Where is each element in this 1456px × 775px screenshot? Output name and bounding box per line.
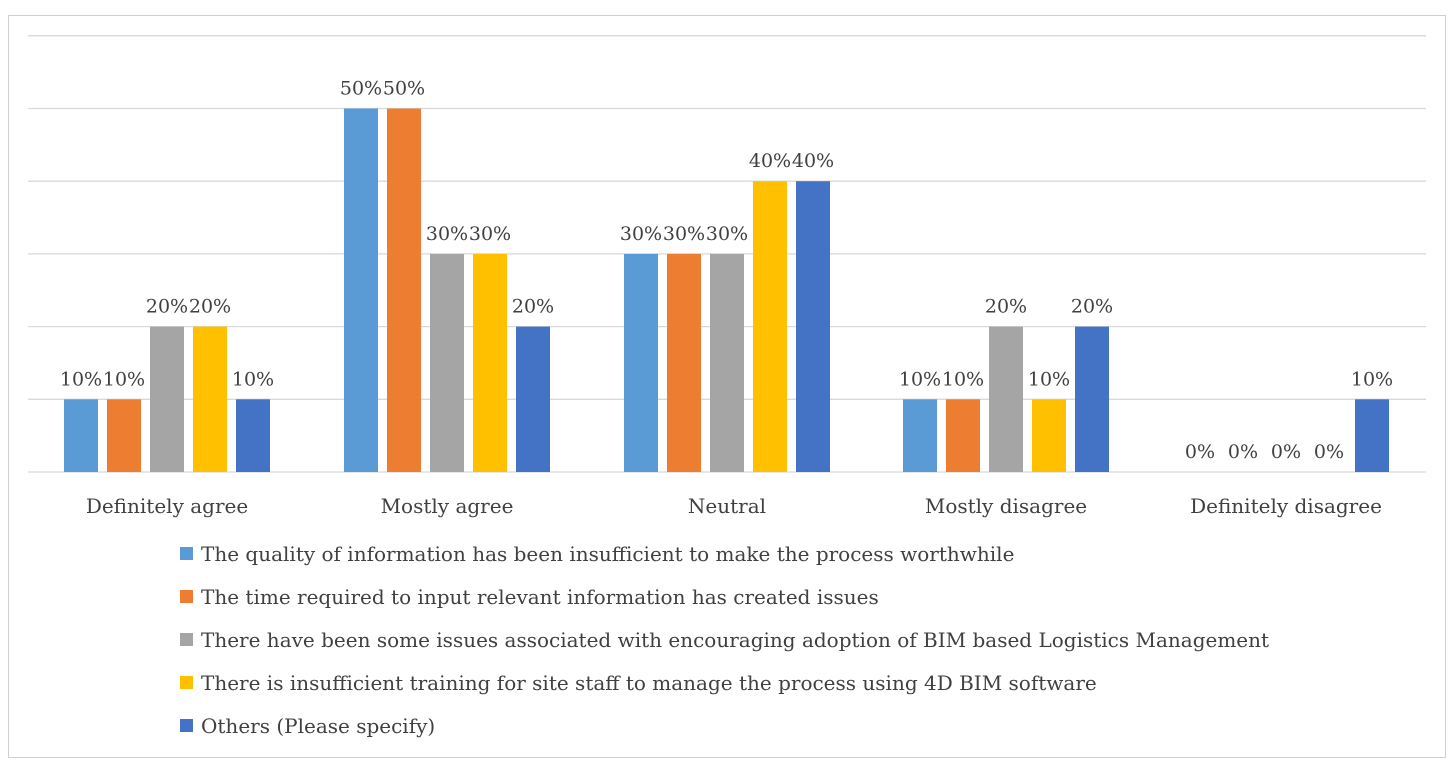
bar (344, 108, 378, 472)
data-label: 30% (469, 223, 511, 245)
bar (64, 399, 98, 472)
category-label: Definitely agree (86, 494, 248, 518)
data-label: 20% (1071, 296, 1113, 318)
bar (430, 253, 464, 472)
bar (624, 253, 658, 472)
category-label: Definitely disagree (1190, 494, 1382, 518)
data-label: 10% (942, 368, 984, 390)
bar (150, 326, 184, 472)
bar (753, 181, 787, 472)
bar (1355, 399, 1389, 472)
legend-label: Others (Please specify) (201, 714, 435, 738)
bar (473, 253, 507, 472)
category-label: Mostly agree (381, 494, 514, 518)
bar (667, 253, 701, 472)
bar (516, 326, 550, 472)
bar (236, 399, 270, 472)
data-label: 20% (512, 296, 554, 318)
data-label: 30% (426, 223, 468, 245)
category-label: Mostly disagree (925, 494, 1087, 518)
legend-swatch (180, 676, 193, 689)
data-label: 10% (1351, 368, 1393, 390)
data-label: 10% (232, 368, 274, 390)
data-label: 0% (1271, 441, 1301, 463)
category-label: Neutral (688, 494, 766, 518)
bar (1075, 326, 1109, 472)
legend-swatch (180, 590, 193, 603)
data-label: 40% (749, 150, 791, 172)
legend-swatch (180, 633, 193, 646)
data-label: 20% (985, 296, 1027, 318)
data-label: 30% (663, 223, 705, 245)
data-labels: 10% 10%20% 20%10%50% 50%30% 30%20%30% 30% 30%4… (60, 78, 1393, 464)
bars (64, 108, 1389, 472)
data-label: 30% (620, 223, 662, 245)
bar (1032, 399, 1066, 472)
data-label: 10% (60, 368, 102, 390)
legend-label: The time required to input relevant info… (201, 585, 879, 609)
legend-label: The quality of information has been insu… (201, 542, 1014, 566)
data-label: 10% (103, 368, 145, 390)
data-label: 50% (340, 78, 382, 100)
data-label: 40% (792, 150, 834, 172)
bar (107, 399, 141, 472)
bar (946, 399, 980, 472)
legend-label: There is insufficient training for site … (201, 671, 1097, 695)
bar (989, 326, 1023, 472)
data-label: 0% (1228, 441, 1258, 463)
legend-label: There have been some issues associated w… (201, 628, 1269, 652)
data-label: 0% (1314, 441, 1344, 463)
bar (796, 181, 830, 472)
bar (903, 399, 937, 472)
legend: The quality of information has been insu… (180, 542, 1269, 738)
bar (387, 108, 421, 472)
bar (710, 253, 744, 472)
data-label: 30% (706, 223, 748, 245)
data-label: 20% (146, 296, 188, 318)
data-label: 10% (1028, 368, 1070, 390)
bar (193, 326, 227, 472)
category-labels: Definitely agree Mostly agree Neutral Mostl… (86, 494, 1382, 518)
data-label: 50% (383, 78, 425, 100)
legend-swatch (180, 547, 193, 560)
data-label: 10% (899, 368, 941, 390)
legend-swatch (180, 719, 193, 732)
data-label: 20% (189, 296, 231, 318)
data-label: 0% (1185, 441, 1215, 463)
